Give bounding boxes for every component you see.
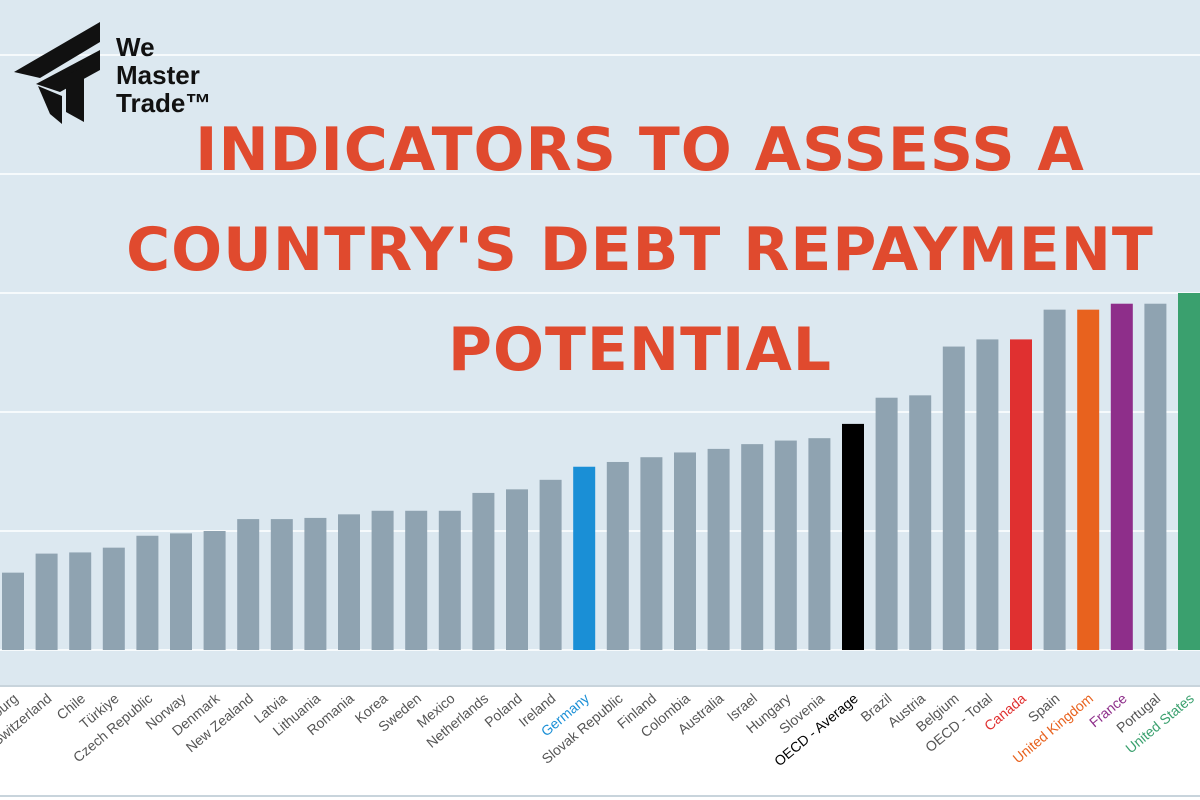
bar — [606, 461, 629, 650]
bar — [35, 553, 58, 650]
bar — [942, 346, 965, 650]
bar — [842, 423, 864, 650]
bar — [741, 444, 764, 650]
bar — [371, 510, 394, 650]
bar — [438, 510, 461, 650]
bar — [707, 448, 730, 650]
bar — [674, 452, 696, 650]
bar — [640, 457, 663, 650]
bar — [1110, 303, 1133, 650]
plot-background — [0, 0, 1200, 686]
x-tick-label: Poland — [481, 690, 525, 730]
bar — [909, 395, 932, 650]
chart-title: INDICATORS TO ASSESS A — [195, 115, 1085, 185]
logo: We Master Trade™ — [14, 22, 211, 124]
bar — [136, 535, 159, 650]
logo-text: Trade™ — [116, 88, 211, 118]
bar — [1077, 309, 1100, 650]
bar — [774, 440, 797, 650]
bar — [573, 466, 596, 650]
bar — [69, 552, 92, 650]
bar — [170, 533, 192, 650]
bar — [270, 519, 293, 650]
bar — [304, 517, 327, 650]
bar — [1043, 309, 1066, 650]
bar — [1178, 293, 1200, 650]
bar — [472, 492, 495, 650]
bar — [405, 510, 428, 650]
bar — [1144, 303, 1167, 650]
bar — [875, 397, 898, 650]
bar — [2, 572, 24, 650]
bar — [102, 547, 125, 650]
bar — [539, 479, 562, 650]
bar — [976, 339, 999, 650]
bar — [338, 514, 360, 650]
logo-text: Master — [116, 60, 200, 90]
chart-title: COUNTRY'S DEBT REPAYMENT — [126, 215, 1154, 285]
bar — [1010, 339, 1032, 650]
logo-text: We — [116, 32, 155, 62]
bar — [237, 519, 260, 650]
bar — [506, 489, 528, 650]
bar — [203, 531, 226, 650]
chart-title: POTENTIAL — [448, 315, 832, 385]
bar — [808, 438, 831, 650]
